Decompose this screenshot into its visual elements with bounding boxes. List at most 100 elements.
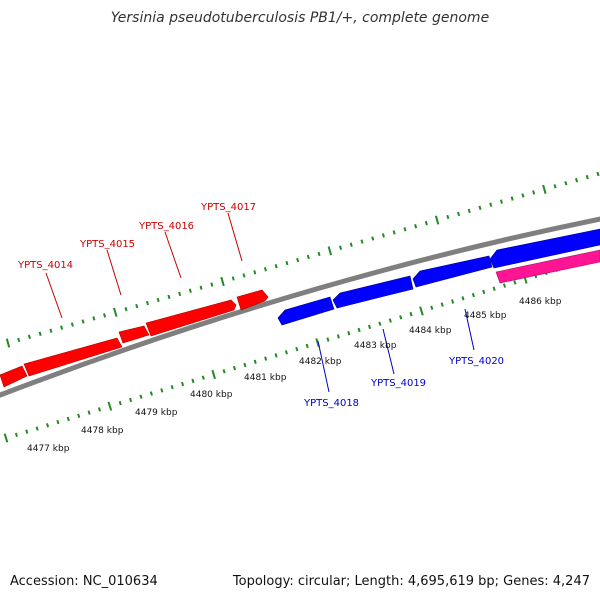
leader-ypts-4017	[227, 212, 243, 262]
inner-tick	[66, 416, 70, 422]
outer-tick	[360, 239, 364, 244]
inner-tick	[295, 346, 299, 352]
outer-tick	[371, 236, 375, 241]
inner-tick	[492, 286, 496, 291]
outer-tick	[296, 257, 300, 263]
inner-tick	[399, 315, 403, 320]
inner-tick	[253, 359, 257, 364]
inner-tick	[451, 299, 455, 304]
kbp-label-4479: 4479 kbp	[135, 408, 178, 418]
inner-tick	[274, 353, 278, 358]
reverse-strand-genes	[277, 228, 600, 326]
outer-tick	[178, 291, 182, 297]
outer-tick	[17, 337, 21, 343]
outer-tick	[188, 288, 192, 293]
outer-tick	[38, 331, 42, 336]
outer-tick	[499, 199, 503, 204]
kbp-label-4480: 4480 kbp	[190, 390, 233, 400]
gene-label-ypts-4018: YPTS_4018	[303, 398, 359, 409]
gene-arrow-fwd-3	[145, 299, 237, 337]
gene-arrow-fwd-2	[118, 325, 150, 344]
outer-tick	[306, 254, 310, 260]
inner-tick	[160, 388, 164, 393]
inner-tick	[201, 375, 205, 380]
gene-arrow-fwd-1	[23, 337, 123, 377]
inner-tick	[149, 391, 153, 396]
outer-tick	[414, 224, 418, 229]
outer-tick	[585, 174, 589, 180]
accession-text: Accession: NC_010634	[10, 574, 158, 589]
inner-tick	[326, 337, 330, 342]
inner-tick	[170, 384, 174, 390]
outer-tick	[167, 294, 171, 300]
outer-tick	[339, 245, 343, 250]
outer-tick	[5, 338, 11, 348]
outer-tick	[467, 208, 471, 214]
inner-tick	[357, 327, 361, 333]
kbp-label-4485: 4485 kbp	[464, 311, 507, 321]
outer-tick	[575, 177, 579, 183]
outer-tick	[489, 202, 493, 207]
inner-tick	[336, 334, 340, 339]
outer-tick	[70, 322, 74, 327]
inner-tick	[471, 292, 475, 298]
inner-tick	[46, 423, 50, 428]
outer-tick	[564, 181, 568, 186]
outer-tick	[135, 303, 139, 309]
inner-tick	[129, 397, 133, 403]
outer-tick	[220, 276, 225, 287]
inner-tick	[77, 413, 81, 419]
kbp-label-4486: 4486 kbp	[519, 297, 562, 307]
outer-tick-ring	[5, 171, 600, 348]
gene-label-ypts-4014: YPTS_4014	[17, 260, 73, 271]
leader-ypts-4014	[45, 272, 63, 319]
outer-tick	[553, 184, 557, 189]
outer-tick	[532, 190, 536, 195]
gene-leader-lines	[45, 212, 475, 393]
outer-tick	[92, 316, 96, 321]
leader-ypts-4020	[464, 308, 475, 351]
gene-label-ypts-4016: YPTS_4016	[138, 221, 194, 232]
kbp-labels: 4477 kbp 4478 kbp 4479 kbp 4480 kbp 4481…	[27, 297, 562, 454]
outer-tick	[478, 205, 482, 211]
inner-tick	[107, 401, 113, 411]
outer-tick	[210, 282, 214, 287]
genome-backbone	[0, 216, 600, 398]
inner-tick	[461, 296, 465, 301]
kbp-label-4481: 4481 kbp	[244, 373, 287, 383]
leader-ypts-4016	[164, 231, 182, 279]
kbp-label-4477: 4477 kbp	[27, 444, 70, 454]
map-title: Yersinia pseudotuberculosis PB1/+, compl…	[110, 10, 490, 26]
inner-tick	[482, 289, 486, 295]
inner-tick	[243, 362, 247, 368]
inner-tick	[388, 318, 392, 323]
inner-tick	[211, 369, 216, 380]
inner-tick	[409, 311, 413, 317]
inner-tick	[87, 410, 91, 415]
outer-tick	[392, 230, 396, 235]
outer-tick	[231, 276, 235, 281]
gene-arrow-other	[495, 249, 600, 284]
outer-tick	[327, 246, 333, 256]
outer-tick	[263, 267, 267, 272]
inner-tick	[25, 429, 29, 434]
kbp-label-4482: 4482 kbp	[299, 357, 342, 367]
inner-tick	[315, 338, 320, 348]
inner-tick	[14, 432, 18, 438]
gene-arrow-rev-1	[332, 275, 414, 309]
inner-tick	[222, 369, 226, 374]
genome-stats-text: Topology: circular; Length: 4,695,619 bp…	[232, 574, 590, 589]
inner-tick	[513, 280, 517, 285]
inner-tick	[264, 356, 268, 361]
gene-arrow-fwd-4	[236, 289, 269, 311]
outer-tick	[49, 328, 53, 333]
inner-tick	[378, 321, 382, 326]
outer-tick	[60, 325, 64, 330]
outer-tick	[542, 184, 547, 194]
outer-tick	[103, 313, 107, 318]
outer-tick	[285, 260, 289, 266]
inner-tick	[56, 419, 60, 425]
outer-tick	[274, 264, 278, 269]
inner-tick	[305, 343, 309, 349]
